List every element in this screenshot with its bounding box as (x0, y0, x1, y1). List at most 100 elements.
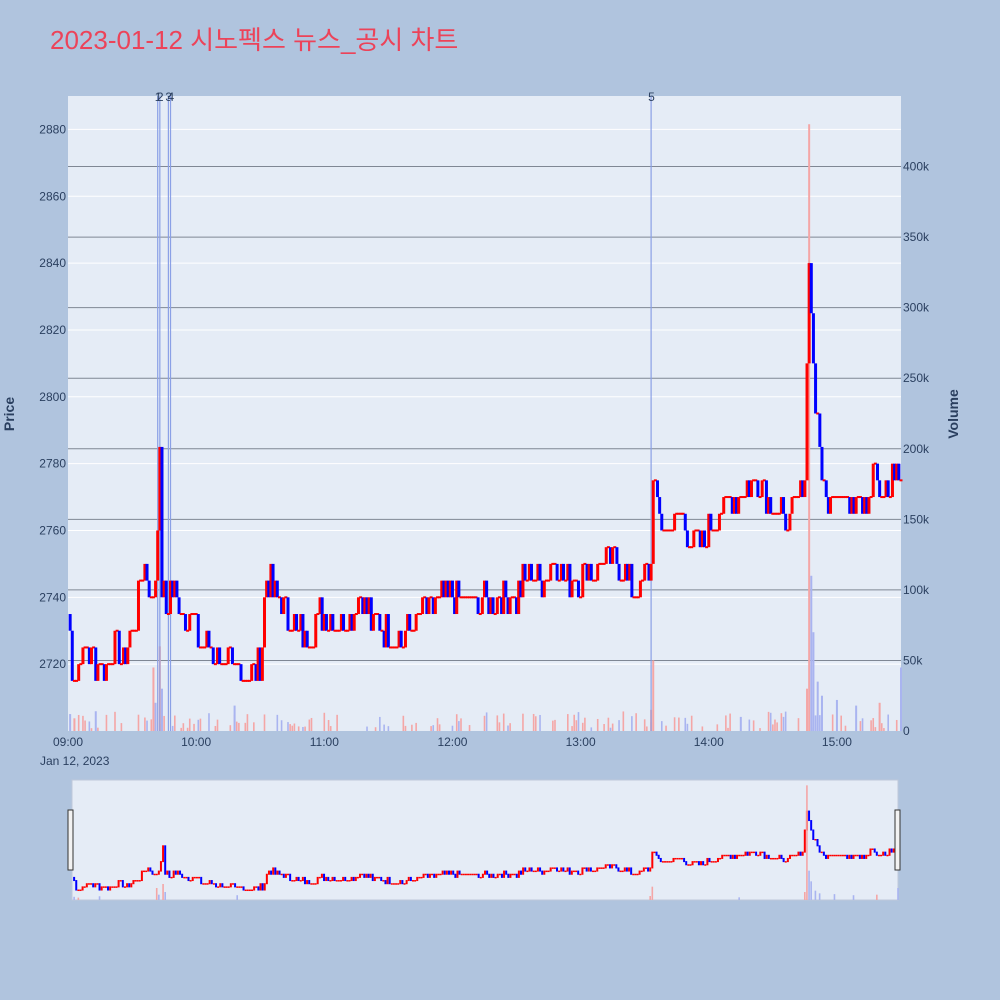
price-bar (743, 496, 747, 499)
price-bar (854, 497, 858, 514)
preview-price-bar (678, 857, 681, 860)
volume-bar (840, 715, 842, 731)
preview-price-bar (471, 873, 474, 876)
preview-price-bar (581, 867, 584, 875)
price-bar (869, 496, 873, 499)
preview-price-bar (346, 880, 349, 882)
preview-price-bar (784, 861, 787, 863)
volume-tick-label: 150k (903, 512, 930, 526)
price-bar (72, 679, 76, 682)
price-bar (645, 562, 649, 565)
volume-bar (534, 716, 537, 731)
price-bar (888, 496, 892, 499)
volume-bar (336, 714, 338, 731)
volume-bar (701, 726, 704, 731)
range-slider-left-handle[interactable] (67, 809, 74, 871)
preview-price-bar (526, 870, 529, 873)
preview-price-bar (242, 886, 245, 891)
price-bar (376, 613, 380, 616)
preview-price-bar (92, 883, 95, 888)
price-bar (777, 512, 781, 515)
price-bar (438, 596, 442, 599)
price-bar (525, 579, 529, 582)
price-bar (681, 512, 685, 515)
price-tick-label: 2880 (39, 122, 66, 136)
price-bar (538, 563, 542, 581)
preview-price-bar (479, 876, 482, 879)
volume-bar (887, 714, 889, 731)
price-bar (568, 563, 572, 598)
preview-price-bar (511, 873, 514, 876)
price-bar (350, 614, 354, 631)
preview-price-bar (145, 870, 148, 873)
preview-price-bar (613, 864, 616, 866)
preview-price-bar (740, 854, 743, 857)
event-annotations: 12 34 5 (155, 90, 655, 731)
volume-bar (581, 722, 584, 731)
volume-bar (509, 723, 511, 731)
volume-bar (631, 716, 633, 731)
preview-price-bar (744, 851, 747, 856)
price-bar (111, 663, 115, 666)
price-bar (175, 580, 179, 598)
preview-price-bar (761, 851, 764, 854)
preview-price-bar (689, 864, 692, 866)
preview-price-bar (261, 883, 264, 891)
price-bar (273, 580, 277, 598)
price-bar (354, 613, 358, 616)
preview-price-bar (592, 870, 595, 873)
price-bar (346, 629, 350, 632)
preview-price-bar (498, 873, 501, 876)
price-bar (626, 563, 630, 581)
preview-price-bar (308, 880, 311, 885)
price-bar (895, 463, 899, 481)
range-slider-right-handle[interactable] (894, 809, 901, 871)
preview-price-bar (115, 886, 118, 888)
preview-price-bar (335, 880, 338, 882)
preview-price-bar (543, 870, 546, 875)
volume-tick-label: 400k (903, 160, 930, 174)
preview-price-bar (797, 851, 800, 856)
preview-price-bar (157, 870, 160, 875)
preview-volume-spike (77, 897, 80, 900)
preview-price-bar (287, 873, 290, 876)
time-axis-ticks[interactable]: 09:00 10:00 11:00 12:00 13:00 14:00 15:00 (53, 735, 852, 749)
price-bar (542, 580, 546, 598)
volume-bar (88, 721, 91, 731)
price-bar (771, 512, 775, 515)
range-slider[interactable] (67, 779, 901, 901)
price-bar (852, 497, 856, 514)
preview-price-bar (867, 854, 870, 857)
volume-bar (861, 718, 864, 731)
volume-bars (69, 124, 902, 731)
preview-price-bar (426, 873, 429, 878)
price-bar (600, 562, 604, 565)
preview-price-bar (136, 880, 139, 882)
preview-price-bar (765, 854, 768, 859)
price-bar (717, 513, 721, 531)
price-bar (544, 579, 548, 582)
price-bar (399, 630, 403, 648)
volume-bar (379, 716, 381, 731)
price-bar (333, 629, 337, 632)
volume-bar (772, 724, 774, 731)
preview-price-bar (81, 886, 84, 891)
price-bar (312, 646, 316, 649)
preview-price-bar (659, 857, 662, 863)
price-bar (508, 597, 512, 615)
preview-price-bar (719, 857, 722, 860)
preview-price-bar (414, 880, 417, 882)
price-bar (698, 530, 702, 548)
volume-bar (859, 721, 862, 731)
preview-price-bar (384, 880, 387, 885)
preview-price-bar (566, 867, 569, 872)
price-bar (641, 579, 645, 582)
preview-price-bar (752, 851, 755, 854)
price-tick-label: 2760 (39, 523, 66, 537)
price-bar (263, 597, 267, 648)
preview-price-bar (856, 854, 859, 857)
volume-bar (235, 721, 238, 731)
price-bar (500, 597, 504, 615)
volume-bar (253, 722, 255, 731)
price-bar (265, 580, 269, 598)
